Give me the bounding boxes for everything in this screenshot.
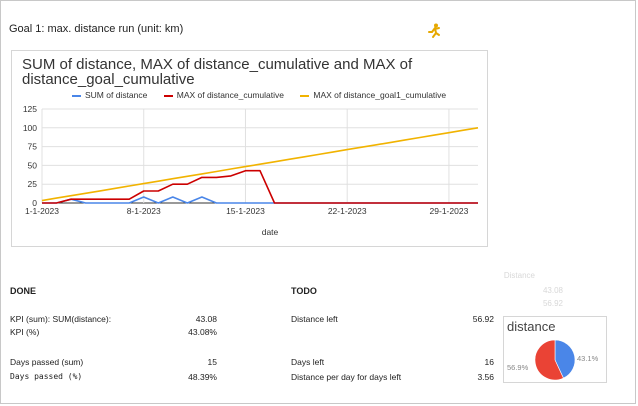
chart-legend: SUM of distance MAX of distance_cumulati… xyxy=(72,90,460,102)
y-tick-label: 75 xyxy=(28,142,38,152)
legend-item-sum: SUM of distance xyxy=(72,90,147,100)
done-label-days-sum: Days passed (sum) xyxy=(10,357,84,367)
done-label-kpi-sum: KPI (sum): SUM(distance): xyxy=(10,314,112,324)
ghost-value-1: 43.08 xyxy=(542,286,563,295)
y-tick-label: 50 xyxy=(28,160,38,170)
line-chart-plot: 0 25 50 75 100 125 1-1-2023 8-1-2023 15-1-2023 22… xyxy=(23,104,479,237)
todo-value-distance-left: 56.92 xyxy=(472,314,494,324)
pie-slice-0 xyxy=(554,339,576,379)
x-tick-label: 22-1-2023 xyxy=(328,206,367,216)
series-line-2 xyxy=(41,127,479,202)
legend-item-cumulative: MAX of distance_cumulative xyxy=(163,90,284,100)
todo-label-days-left: Days left xyxy=(291,357,325,367)
x-tick-label: 29-1-2023 xyxy=(430,206,469,216)
todo-value-days-left: 16 xyxy=(484,357,494,367)
todo-value-per-day: 3.56 xyxy=(477,372,494,382)
legend-item-goal: MAX of distance_goal1_cumulative xyxy=(300,90,446,100)
done-label-days-pct: Days passed (%) xyxy=(10,372,83,381)
done-value-days-sum: 15 xyxy=(207,357,217,367)
runner-icon xyxy=(428,23,440,38)
pie-slice-1 xyxy=(534,339,564,381)
goal-title: Goal 1: max. distance run (unit: km) xyxy=(9,23,184,35)
todo-label-distance-left: Distance left xyxy=(291,314,338,324)
chart-title: SUM of distance, MAX of distance_cumulat… xyxy=(22,57,442,87)
pie-chart xyxy=(534,339,576,381)
y-tick-label: 125 xyxy=(23,104,37,114)
x-axis-label: date xyxy=(262,227,279,237)
pie-title: distance xyxy=(507,319,556,334)
series-line-1 xyxy=(42,169,478,204)
x-tick-label: 8-1-2023 xyxy=(127,206,161,216)
pie-label-blue: 43.1% xyxy=(577,354,599,363)
ghost-header: Distance xyxy=(503,271,535,280)
done-value-kpi-pct: 43.08% xyxy=(188,327,217,337)
done-value-kpi-sum: 43.08 xyxy=(195,314,217,324)
y-tick-label: 25 xyxy=(28,179,38,189)
line-chart-card: SUM of distance, MAX of distance_cumulat… xyxy=(11,50,488,247)
pie-chart-card: distance 43.1% 56.9% xyxy=(503,316,607,383)
done-heading: DONE xyxy=(10,286,37,296)
pie-label-red: 56.9% xyxy=(507,363,529,372)
done-value-days-pct: 48.39% xyxy=(188,372,217,382)
x-tick-label: 1-1-2023 xyxy=(25,206,59,216)
done-label-kpi-pct: KPI (%) xyxy=(10,327,40,337)
y-tick-label: 100 xyxy=(23,123,37,133)
todo-label-per-day: Distance per day for days left xyxy=(291,372,402,382)
todo-heading: TODO xyxy=(291,286,317,296)
x-tick-label: 15-1-2023 xyxy=(226,206,265,216)
y-tick-label: 0 xyxy=(32,198,37,208)
ghost-value-2: 56.92 xyxy=(542,299,563,308)
chart-title-line-1: SUM of distance, MAX of distance_cumulat… xyxy=(22,56,413,73)
chart-title-line-2: distance_goal_cumulative xyxy=(22,71,195,88)
